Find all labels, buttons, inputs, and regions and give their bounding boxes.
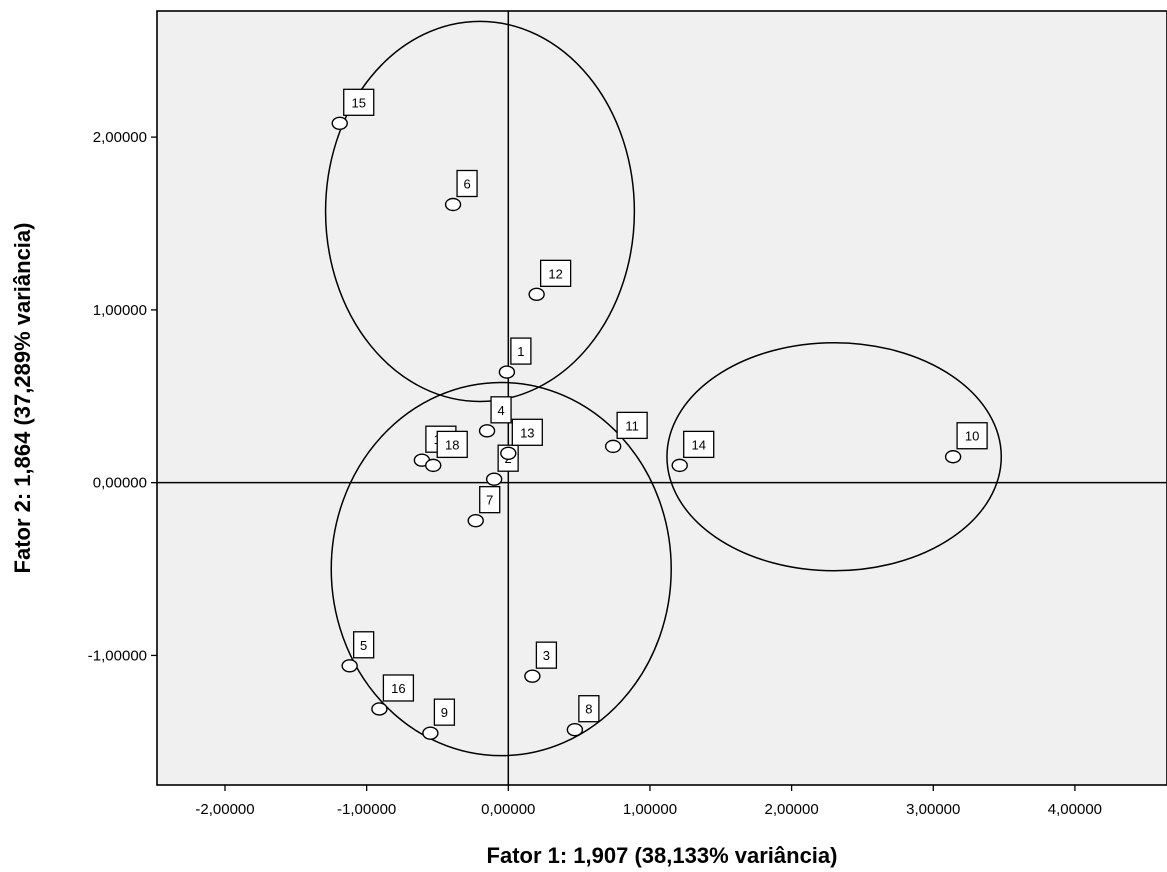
point-9: 9 xyxy=(422,698,456,740)
point-3: 3 xyxy=(524,641,558,683)
point-label: 18 xyxy=(445,437,459,452)
point-label: 5 xyxy=(360,638,367,653)
point-label-box xyxy=(511,418,543,446)
point-label-box xyxy=(343,88,375,116)
point-5: 5 xyxy=(341,631,375,673)
point-label: 14 xyxy=(691,437,705,452)
point-marker xyxy=(422,726,439,740)
point-13: 13 xyxy=(500,418,543,460)
point-10: 10 xyxy=(944,422,988,464)
point-label: 4 xyxy=(497,403,504,418)
y-axis-ticks: -1,00000 0,00000 1,00000 2,00000 xyxy=(88,129,157,664)
point-marker xyxy=(528,287,545,302)
point-label-box xyxy=(479,486,501,514)
y-tick-label: 2,00000 xyxy=(93,129,147,146)
point-1: 1 xyxy=(498,337,532,379)
data-points: 123456789101112131415161718 xyxy=(331,88,988,740)
x-axis-ticks: -2,00000 -1,00000 0,00000 1,00000 2,00000 3,0… xyxy=(195,785,1102,818)
point-label-box xyxy=(490,396,512,424)
y-axis-title: Fator 2: 1,864 (37,289% variância) xyxy=(10,223,35,574)
y-tick-label: -1,00000 xyxy=(88,647,147,664)
point-15: 15 xyxy=(331,88,375,130)
y-tick-label: 0,00000 xyxy=(93,475,147,492)
point-marker xyxy=(341,659,358,673)
point-14: 14 xyxy=(671,430,715,473)
point-label: 10 xyxy=(965,429,979,444)
point-label: 9 xyxy=(441,705,448,720)
point-marker xyxy=(498,365,516,379)
point-label: 8 xyxy=(585,702,592,717)
point-label-box xyxy=(683,430,715,459)
point-label: 1 xyxy=(517,344,524,359)
point-label-box xyxy=(456,169,478,198)
point-label-box xyxy=(382,674,415,702)
point-marker xyxy=(524,669,541,683)
cluster-ellipses xyxy=(324,20,1003,757)
cluster-ellipse-2 xyxy=(330,381,672,757)
point-label-box xyxy=(510,337,532,365)
point-label: 11 xyxy=(625,418,639,433)
point-label: 7 xyxy=(486,493,493,508)
x-tick-label: 0,00000 xyxy=(481,801,535,818)
point-label: 12 xyxy=(548,266,562,281)
x-axis-title: Fator 1: 1,907 (38,133% variância) xyxy=(487,843,838,868)
point-marker xyxy=(478,424,496,438)
point-marker xyxy=(944,450,962,464)
point-marker xyxy=(371,702,388,716)
point-12: 12 xyxy=(528,259,572,302)
point-label-box xyxy=(353,631,375,659)
point-label-box xyxy=(535,641,558,669)
point-label-box xyxy=(436,430,468,459)
point-label-box xyxy=(578,695,600,723)
y-tick-label: 1,00000 xyxy=(93,302,147,319)
x-tick-label: 1,00000 xyxy=(623,801,677,818)
point-marker xyxy=(331,116,348,130)
point-label-box xyxy=(956,422,988,450)
point-label-box xyxy=(616,411,648,440)
point-4: 4 xyxy=(478,396,512,438)
point-6: 6 xyxy=(444,169,478,212)
point-label: 15 xyxy=(352,95,366,110)
x-tick-label: 4,00000 xyxy=(1048,801,1102,818)
point-marker xyxy=(671,458,688,473)
point-label: 16 xyxy=(391,681,405,696)
point-marker xyxy=(485,472,503,486)
point-marker xyxy=(444,197,462,212)
point-label: 6 xyxy=(463,177,470,192)
point-marker xyxy=(467,513,484,528)
point-marker xyxy=(566,723,584,737)
plot-area xyxy=(156,10,1167,786)
point-label: 13 xyxy=(520,425,534,440)
x-tick-label: -1,00000 xyxy=(337,801,396,818)
cluster-ellipse-3 xyxy=(666,341,1003,572)
point-label-box xyxy=(539,259,572,287)
point-marker xyxy=(425,458,442,473)
point-8: 8 xyxy=(566,695,600,737)
point-11: 11 xyxy=(604,411,648,454)
point-label-box xyxy=(433,698,456,726)
point-7: 7 xyxy=(467,486,501,528)
x-tick-label: 3,00000 xyxy=(906,801,960,818)
x-tick-label: -2,00000 xyxy=(195,801,254,818)
point-16: 16 xyxy=(371,674,415,716)
point-18: 18 xyxy=(425,430,468,473)
cluster-ellipse-1 xyxy=(324,20,636,403)
x-tick-label: 2,00000 xyxy=(764,801,818,818)
point-marker xyxy=(500,446,517,460)
point-marker xyxy=(604,439,622,454)
point-label: 3 xyxy=(543,648,550,663)
